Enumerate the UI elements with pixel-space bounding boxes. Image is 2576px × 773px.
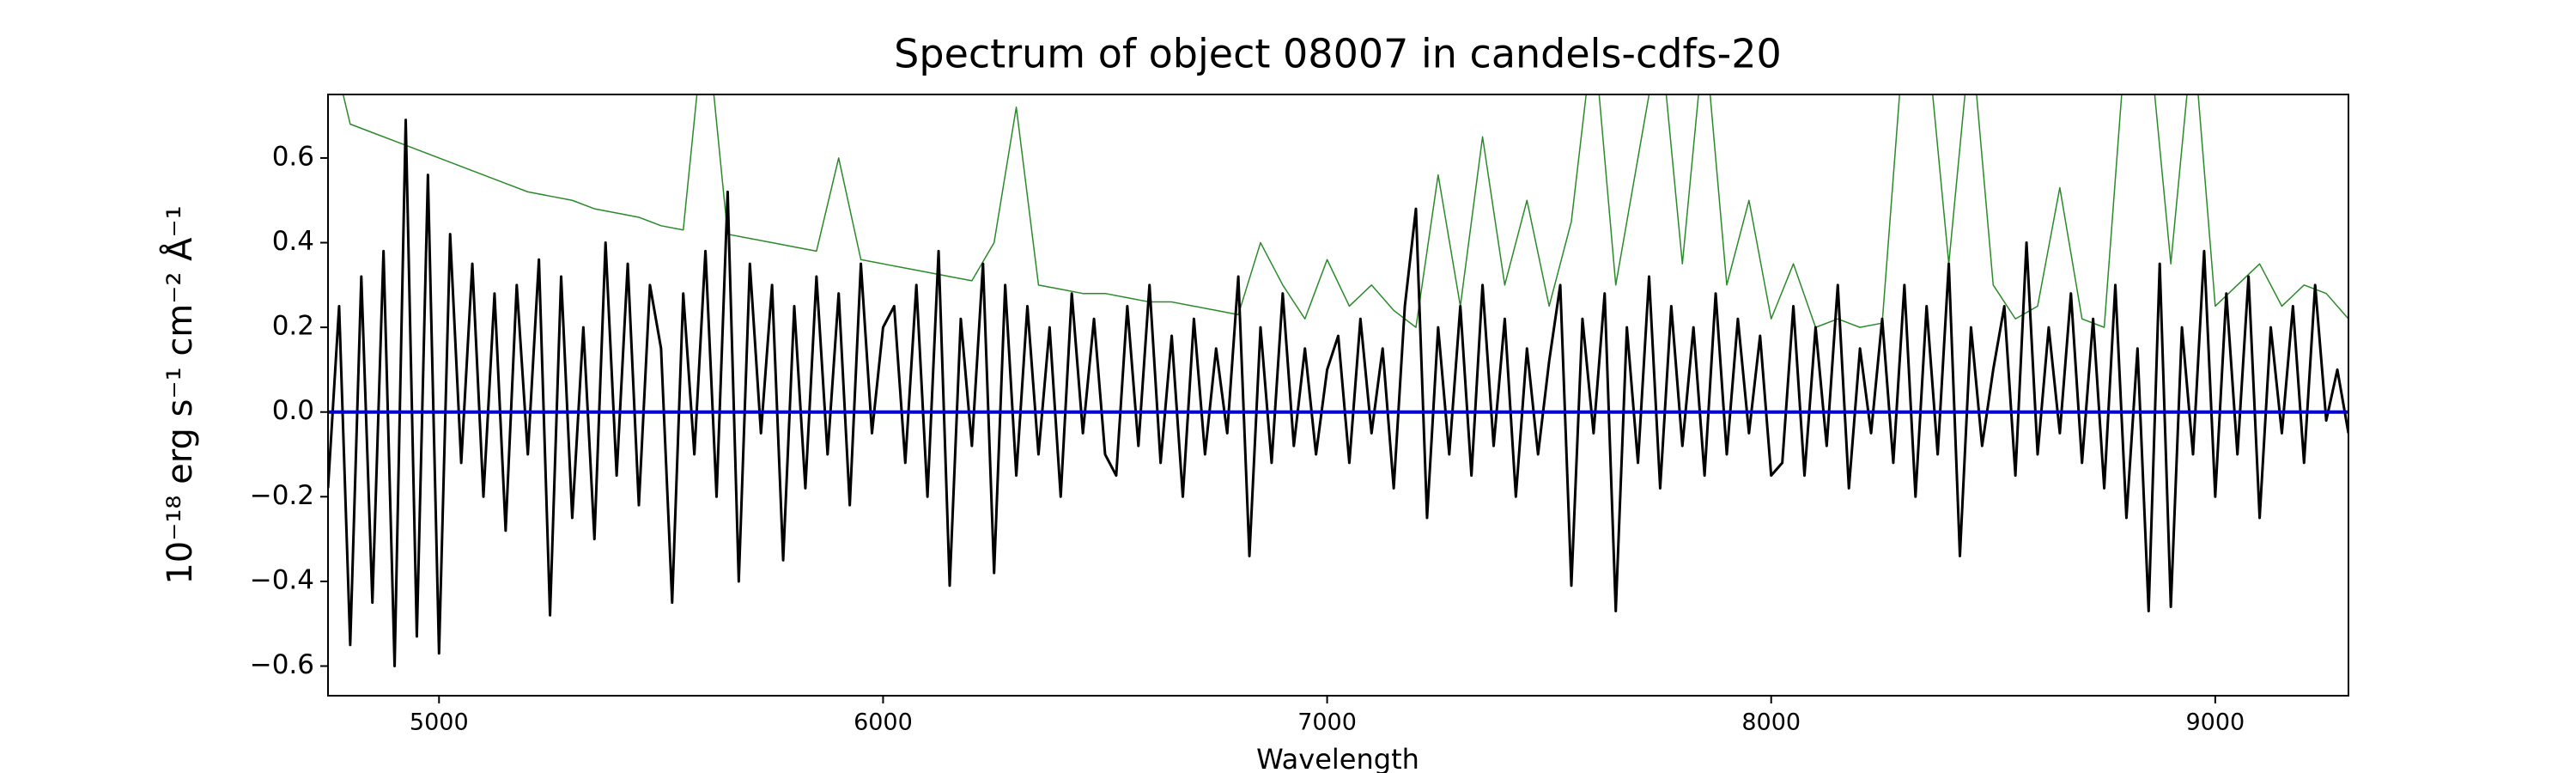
y-tick-label: 0.4 [272, 226, 314, 257]
y-tick-label: −0.6 [250, 649, 314, 680]
y-axis-label: 10⁻¹⁸ erg s⁻¹ cm⁻² Å⁻¹ [159, 205, 200, 584]
spectrum-line [328, 119, 2348, 667]
y-tick-label: 0.0 [272, 395, 314, 426]
spectrum-line [342, 94, 2348, 328]
chart-title: Spectrum of object 08007 in candels-cdfs… [894, 31, 1782, 77]
plot-area [328, 94, 2348, 667]
x-tick-label: 9000 [2185, 709, 2245, 736]
y-tick-label: −0.4 [250, 564, 314, 595]
y-tick-label: 0.2 [272, 311, 314, 342]
x-tick-label: 7000 [1297, 709, 1357, 736]
x-tick-label: 6000 [854, 709, 913, 736]
y-tick-label: −0.2 [250, 480, 314, 511]
plot-frame [327, 94, 2349, 697]
x-axis-label: Wavelength [1256, 743, 1419, 773]
x-tick-label: 5000 [410, 709, 469, 736]
x-tick-label: 8000 [1741, 709, 1801, 736]
y-tick-label: 0.6 [272, 141, 314, 172]
